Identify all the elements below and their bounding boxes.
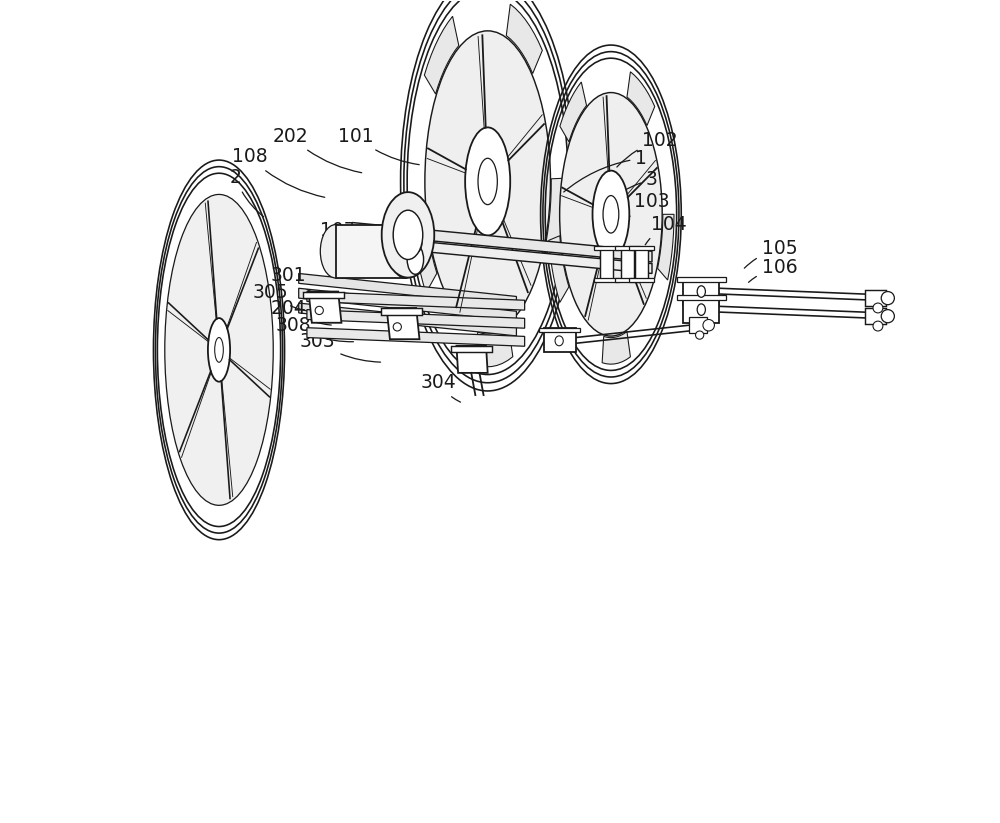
- Ellipse shape: [382, 192, 434, 277]
- Ellipse shape: [465, 128, 510, 235]
- Text: 3: 3: [601, 170, 658, 208]
- Text: 107: 107: [320, 221, 378, 251]
- Polygon shape: [627, 72, 655, 126]
- Ellipse shape: [320, 225, 351, 278]
- Polygon shape: [387, 214, 429, 255]
- Polygon shape: [629, 277, 654, 281]
- Polygon shape: [476, 326, 513, 367]
- Text: 101: 101: [338, 127, 419, 165]
- Polygon shape: [865, 290, 886, 306]
- Polygon shape: [299, 273, 516, 306]
- Polygon shape: [621, 247, 634, 280]
- Polygon shape: [299, 288, 516, 321]
- Polygon shape: [381, 308, 422, 314]
- Ellipse shape: [425, 30, 550, 332]
- Ellipse shape: [697, 286, 705, 297]
- Text: 105: 105: [744, 239, 797, 268]
- Polygon shape: [299, 303, 516, 336]
- Text: 304: 304: [421, 374, 460, 402]
- Ellipse shape: [393, 323, 401, 331]
- Polygon shape: [544, 179, 565, 266]
- Ellipse shape: [208, 318, 230, 382]
- Text: 102: 102: [617, 131, 678, 167]
- Ellipse shape: [315, 306, 323, 314]
- Polygon shape: [451, 346, 492, 351]
- Ellipse shape: [873, 321, 883, 331]
- Ellipse shape: [390, 225, 421, 278]
- Ellipse shape: [165, 194, 273, 505]
- Polygon shape: [615, 245, 640, 249]
- Text: 2: 2: [230, 168, 264, 216]
- Polygon shape: [683, 296, 719, 323]
- Ellipse shape: [555, 336, 563, 346]
- Polygon shape: [629, 245, 654, 249]
- Text: 204: 204: [270, 300, 331, 325]
- Polygon shape: [309, 291, 341, 323]
- Ellipse shape: [873, 303, 883, 313]
- Polygon shape: [549, 235, 569, 302]
- Polygon shape: [456, 346, 488, 373]
- Text: 106: 106: [749, 258, 797, 282]
- Ellipse shape: [697, 304, 705, 315]
- Polygon shape: [677, 277, 726, 281]
- Text: 1: 1: [564, 149, 647, 192]
- Polygon shape: [658, 214, 674, 280]
- Polygon shape: [387, 308, 419, 339]
- Polygon shape: [594, 277, 619, 281]
- Polygon shape: [307, 291, 525, 310]
- Polygon shape: [615, 277, 640, 281]
- Text: 202: 202: [273, 127, 362, 173]
- Polygon shape: [539, 328, 580, 332]
- Polygon shape: [865, 308, 886, 324]
- Polygon shape: [635, 247, 648, 280]
- Ellipse shape: [881, 291, 894, 305]
- Polygon shape: [307, 328, 525, 346]
- Text: 104: 104: [645, 215, 686, 244]
- Ellipse shape: [703, 319, 714, 331]
- Ellipse shape: [593, 170, 629, 258]
- Polygon shape: [689, 317, 707, 333]
- Polygon shape: [677, 295, 726, 300]
- Polygon shape: [600, 247, 613, 280]
- Polygon shape: [424, 16, 459, 94]
- Polygon shape: [560, 82, 587, 142]
- Text: 305: 305: [252, 283, 307, 311]
- Polygon shape: [352, 235, 652, 273]
- Text: 308: 308: [275, 316, 353, 342]
- Ellipse shape: [603, 196, 619, 233]
- Ellipse shape: [393, 210, 423, 259]
- Polygon shape: [336, 225, 406, 278]
- Text: 108: 108: [232, 147, 325, 198]
- Text: 103: 103: [621, 193, 670, 227]
- Text: 301: 301: [270, 267, 325, 296]
- Polygon shape: [594, 245, 619, 249]
- Ellipse shape: [881, 309, 894, 323]
- Polygon shape: [506, 4, 542, 73]
- Ellipse shape: [696, 331, 704, 339]
- Ellipse shape: [215, 337, 223, 362]
- Polygon shape: [602, 332, 630, 364]
- Polygon shape: [683, 278, 719, 305]
- Polygon shape: [352, 222, 652, 262]
- Ellipse shape: [478, 158, 497, 205]
- Polygon shape: [307, 309, 525, 328]
- Polygon shape: [303, 291, 344, 298]
- Text: 303: 303: [300, 332, 381, 362]
- Ellipse shape: [560, 92, 662, 336]
- Ellipse shape: [409, 233, 422, 253]
- Polygon shape: [411, 205, 437, 293]
- Polygon shape: [544, 328, 576, 352]
- Ellipse shape: [407, 244, 424, 274]
